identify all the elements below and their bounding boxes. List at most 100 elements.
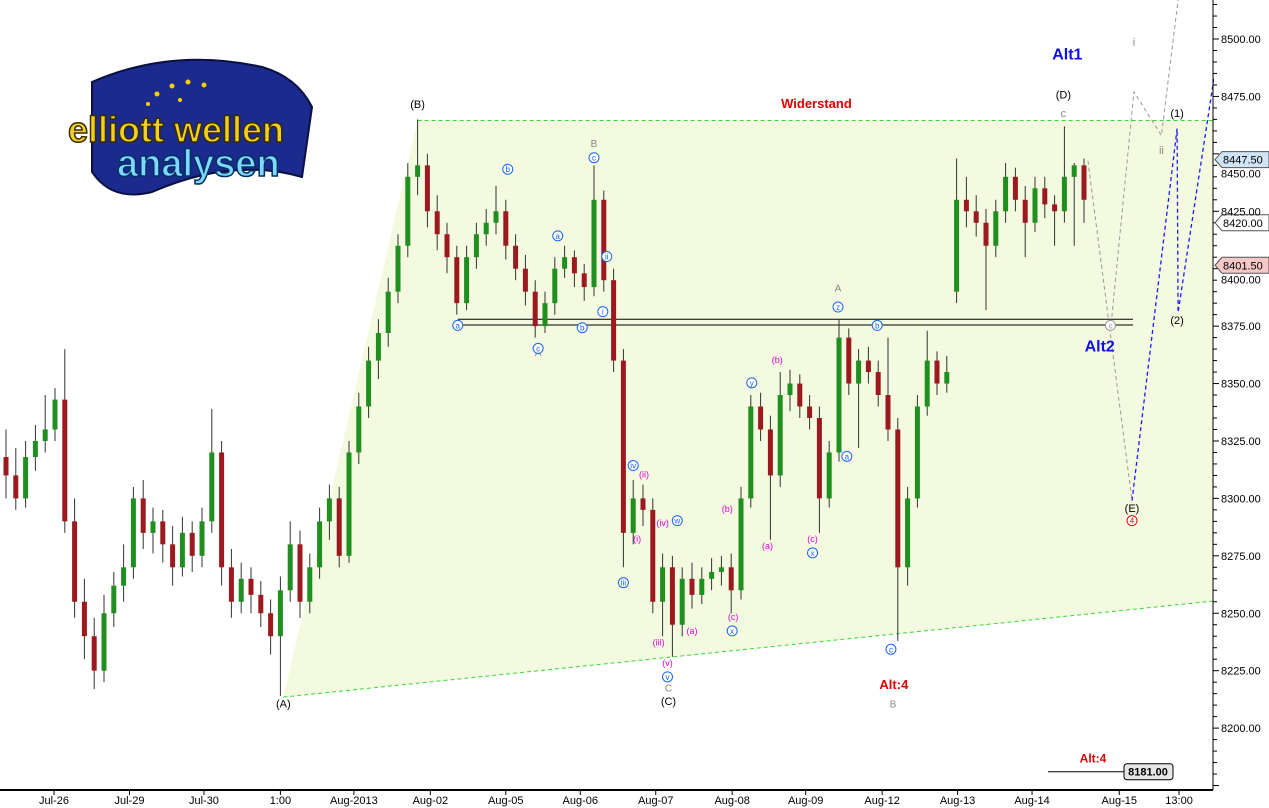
candle-27 xyxy=(268,599,274,655)
candle-85 xyxy=(836,319,842,462)
circled-wave-label: y xyxy=(746,377,758,389)
circled-text: a xyxy=(845,452,850,461)
candle-79 xyxy=(777,372,783,487)
candle-body xyxy=(640,498,646,510)
candle-78 xyxy=(767,415,773,540)
x-tick-label: Aug-12 xyxy=(864,795,899,807)
candle-body xyxy=(405,176,411,246)
candle-100 xyxy=(983,208,989,311)
candle-body xyxy=(669,567,675,625)
circled-text: w xyxy=(673,517,680,526)
circled-wave-label: x xyxy=(807,547,819,559)
x-tick-label: Aug-06 xyxy=(563,795,598,807)
candle-body xyxy=(346,452,352,556)
wave-label: (v) xyxy=(662,658,673,668)
wave-label: (b) xyxy=(722,504,733,514)
candle-body xyxy=(993,211,999,246)
candle-body xyxy=(954,199,960,292)
circle-icon xyxy=(871,319,883,331)
candle-32 xyxy=(317,507,323,579)
candle-65 xyxy=(640,484,646,526)
candle-body xyxy=(209,452,215,522)
candle-97 xyxy=(954,158,960,304)
candle-body xyxy=(434,211,440,235)
candle-body xyxy=(375,333,381,361)
circled-text: i xyxy=(602,308,604,317)
candle-body xyxy=(552,268,558,304)
candle-38 xyxy=(375,319,381,379)
circled-text: v xyxy=(666,673,670,682)
candle-body xyxy=(199,521,205,556)
candle-106 xyxy=(1042,176,1048,219)
candle-body xyxy=(542,303,548,327)
wave-label: A xyxy=(835,284,842,295)
candle-body xyxy=(503,211,509,246)
circled-wave-label: x xyxy=(726,625,738,637)
candle-body xyxy=(473,234,479,258)
y-tick-label: 8275.00 xyxy=(1221,551,1261,563)
candle-body xyxy=(718,567,724,572)
circled-wave-label: i xyxy=(597,306,609,318)
circled-text: x xyxy=(811,549,815,558)
wave-label: Alt1 xyxy=(1052,47,1082,64)
candle-89 xyxy=(875,360,881,407)
x-tick-label: 13:00 xyxy=(1165,795,1193,807)
circled-text: c xyxy=(889,645,893,654)
circle-icon xyxy=(832,301,844,313)
x-tick-label: Aug-13 xyxy=(940,795,975,807)
candle-body xyxy=(934,360,940,384)
candle-42 xyxy=(415,119,421,196)
candle-body xyxy=(395,245,401,292)
wave-label: B xyxy=(890,699,897,710)
candle-body xyxy=(816,418,822,499)
candle-33 xyxy=(326,484,332,540)
candle-54 xyxy=(532,280,538,338)
candle-body xyxy=(660,567,666,602)
candle-body xyxy=(52,399,58,430)
y-tick-label: 8475.00 xyxy=(1221,91,1261,103)
candle-53 xyxy=(522,254,528,306)
candle-body xyxy=(179,532,185,568)
x-tick-label: 1:00 xyxy=(270,795,291,807)
circled-text: c xyxy=(536,344,540,353)
price-tag-shape xyxy=(1214,256,1269,274)
candle-body xyxy=(924,360,930,407)
candle-96 xyxy=(944,355,950,393)
candle-30 xyxy=(297,530,303,618)
wave-label: C xyxy=(665,683,672,694)
candle-body xyxy=(1052,204,1058,212)
candle-body xyxy=(581,273,587,288)
wave-label: (b) xyxy=(772,355,783,365)
circled-text: a xyxy=(456,321,461,330)
x-tick-label: Jul-26 xyxy=(39,795,69,807)
candle-body xyxy=(522,268,528,292)
candle-40 xyxy=(395,234,401,304)
circled-wave-label: ii xyxy=(601,251,613,263)
candle-19 xyxy=(189,521,195,572)
candle-body xyxy=(709,571,715,579)
y-axis-bg xyxy=(1214,0,1269,808)
wave-label: Alt:4 xyxy=(879,677,909,692)
candle-body xyxy=(601,199,607,281)
candle-body xyxy=(32,440,38,458)
candle-body xyxy=(591,199,597,288)
circled-wave-label: a xyxy=(841,450,853,462)
candle-body xyxy=(287,544,293,591)
candle-83 xyxy=(816,406,822,533)
candle-body xyxy=(562,257,568,269)
logo-line1: elliott wellen xyxy=(68,109,284,150)
circle-icon xyxy=(597,306,609,318)
candle-35 xyxy=(346,440,352,563)
candle-body xyxy=(307,567,313,602)
x-tick-label: Aug-02 xyxy=(413,795,448,807)
candle-body xyxy=(699,578,705,595)
candle-95 xyxy=(934,351,940,396)
candle-body xyxy=(611,280,617,361)
y-tick-label: 8350.00 xyxy=(1221,379,1261,391)
circled-text: ii xyxy=(605,253,609,262)
candle-body xyxy=(111,585,117,614)
candle-9 xyxy=(91,617,97,690)
logo: elliott wellen analysen xyxy=(62,52,327,202)
candle-body xyxy=(758,406,764,430)
wave-label: (E) xyxy=(1125,503,1140,515)
